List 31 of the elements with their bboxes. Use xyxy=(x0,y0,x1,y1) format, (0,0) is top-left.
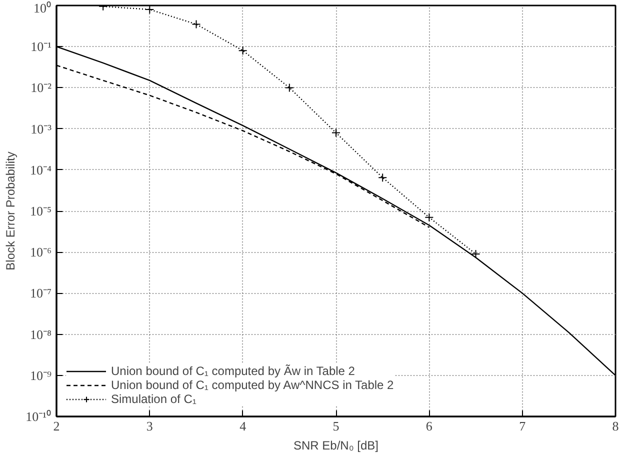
point xyxy=(284,83,294,92)
legend-label: Union bound of C₁ computed by Ãw in Table 2 xyxy=(111,364,355,378)
y-tick-label: 10⁻⁷ xyxy=(30,286,52,301)
x-tick-label: 8 xyxy=(612,418,619,434)
x-tick-label: 2 xyxy=(53,418,60,434)
x-tick-label: 5 xyxy=(332,418,340,434)
y-tick-label: 10⁻³ xyxy=(30,121,52,136)
y-tick-label: 10⁻¹ xyxy=(30,39,52,54)
x-tick-label: 4 xyxy=(240,418,247,434)
point xyxy=(378,173,388,182)
y-tick-label: 10⁻⁸ xyxy=(30,326,52,342)
x-axis-title: SNR Eb/N₀ [dB] xyxy=(293,438,379,452)
point xyxy=(145,6,154,14)
y-tick-label: 10⁻⁶ xyxy=(30,244,52,260)
point xyxy=(424,212,434,222)
point xyxy=(332,128,340,138)
point xyxy=(471,249,480,258)
legend-label: Union bound of C₁ computed by Aw^NNCS in Table 2 xyxy=(111,378,394,392)
y-tick-label: 10⁻⁹ xyxy=(30,368,52,383)
x-tick-label: 7 xyxy=(519,418,526,434)
y-tick-label: 10⁻⁴ xyxy=(30,162,52,178)
x-tick-label: 3 xyxy=(146,418,153,434)
x-tick-label: 6 xyxy=(426,418,433,434)
point xyxy=(238,46,248,56)
y-tick-label: 10⁻⁵ xyxy=(30,204,52,218)
y-tick-label: 10⁰ xyxy=(34,0,52,16)
legend-label: Simulation of C₁ xyxy=(111,392,196,406)
y-tick-label: 10⁻¹⁰ xyxy=(26,409,52,424)
y-axis-title: Block Error Probability xyxy=(4,152,18,270)
point xyxy=(192,20,201,29)
y-tick-label: 10⁻² xyxy=(30,80,52,96)
